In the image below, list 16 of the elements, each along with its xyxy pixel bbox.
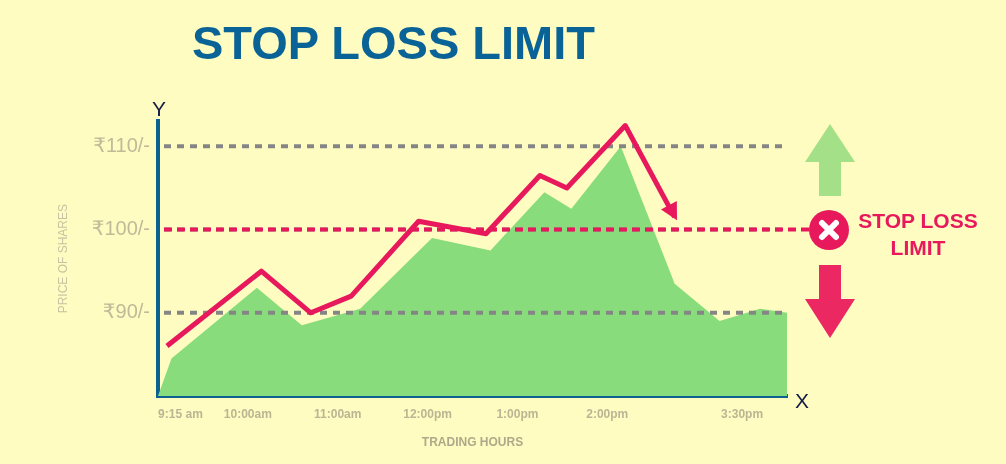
x-tick-label: 2:00pm bbox=[586, 406, 629, 421]
text: Y bbox=[151, 96, 167, 120]
x-tick-label: 9:15 am bbox=[158, 406, 203, 421]
y-axis-title: PRICE OF SHARES bbox=[55, 204, 70, 314]
text: X bbox=[795, 388, 810, 412]
x-tick-label: 1:00pm bbox=[496, 406, 539, 421]
x-tick-label: 12:00pm bbox=[403, 406, 452, 421]
chart-title: STOP LOSS LIMIT bbox=[191, 16, 596, 70]
ref-line-label: STOP LOSS LIMIT bbox=[858, 208, 978, 259]
x-tick-label: 3:30pm bbox=[721, 406, 764, 421]
y-tick-label: ₹90/- bbox=[102, 300, 150, 323]
x-tick-label: 11:00am bbox=[314, 406, 362, 421]
x-axis-title: TRADING HOURS bbox=[421, 435, 524, 450]
y-tick-label: ₹110/- bbox=[93, 133, 150, 156]
x-tick-label: 10:00am bbox=[223, 406, 272, 421]
y-tick-label: ₹100/- bbox=[91, 217, 150, 240]
